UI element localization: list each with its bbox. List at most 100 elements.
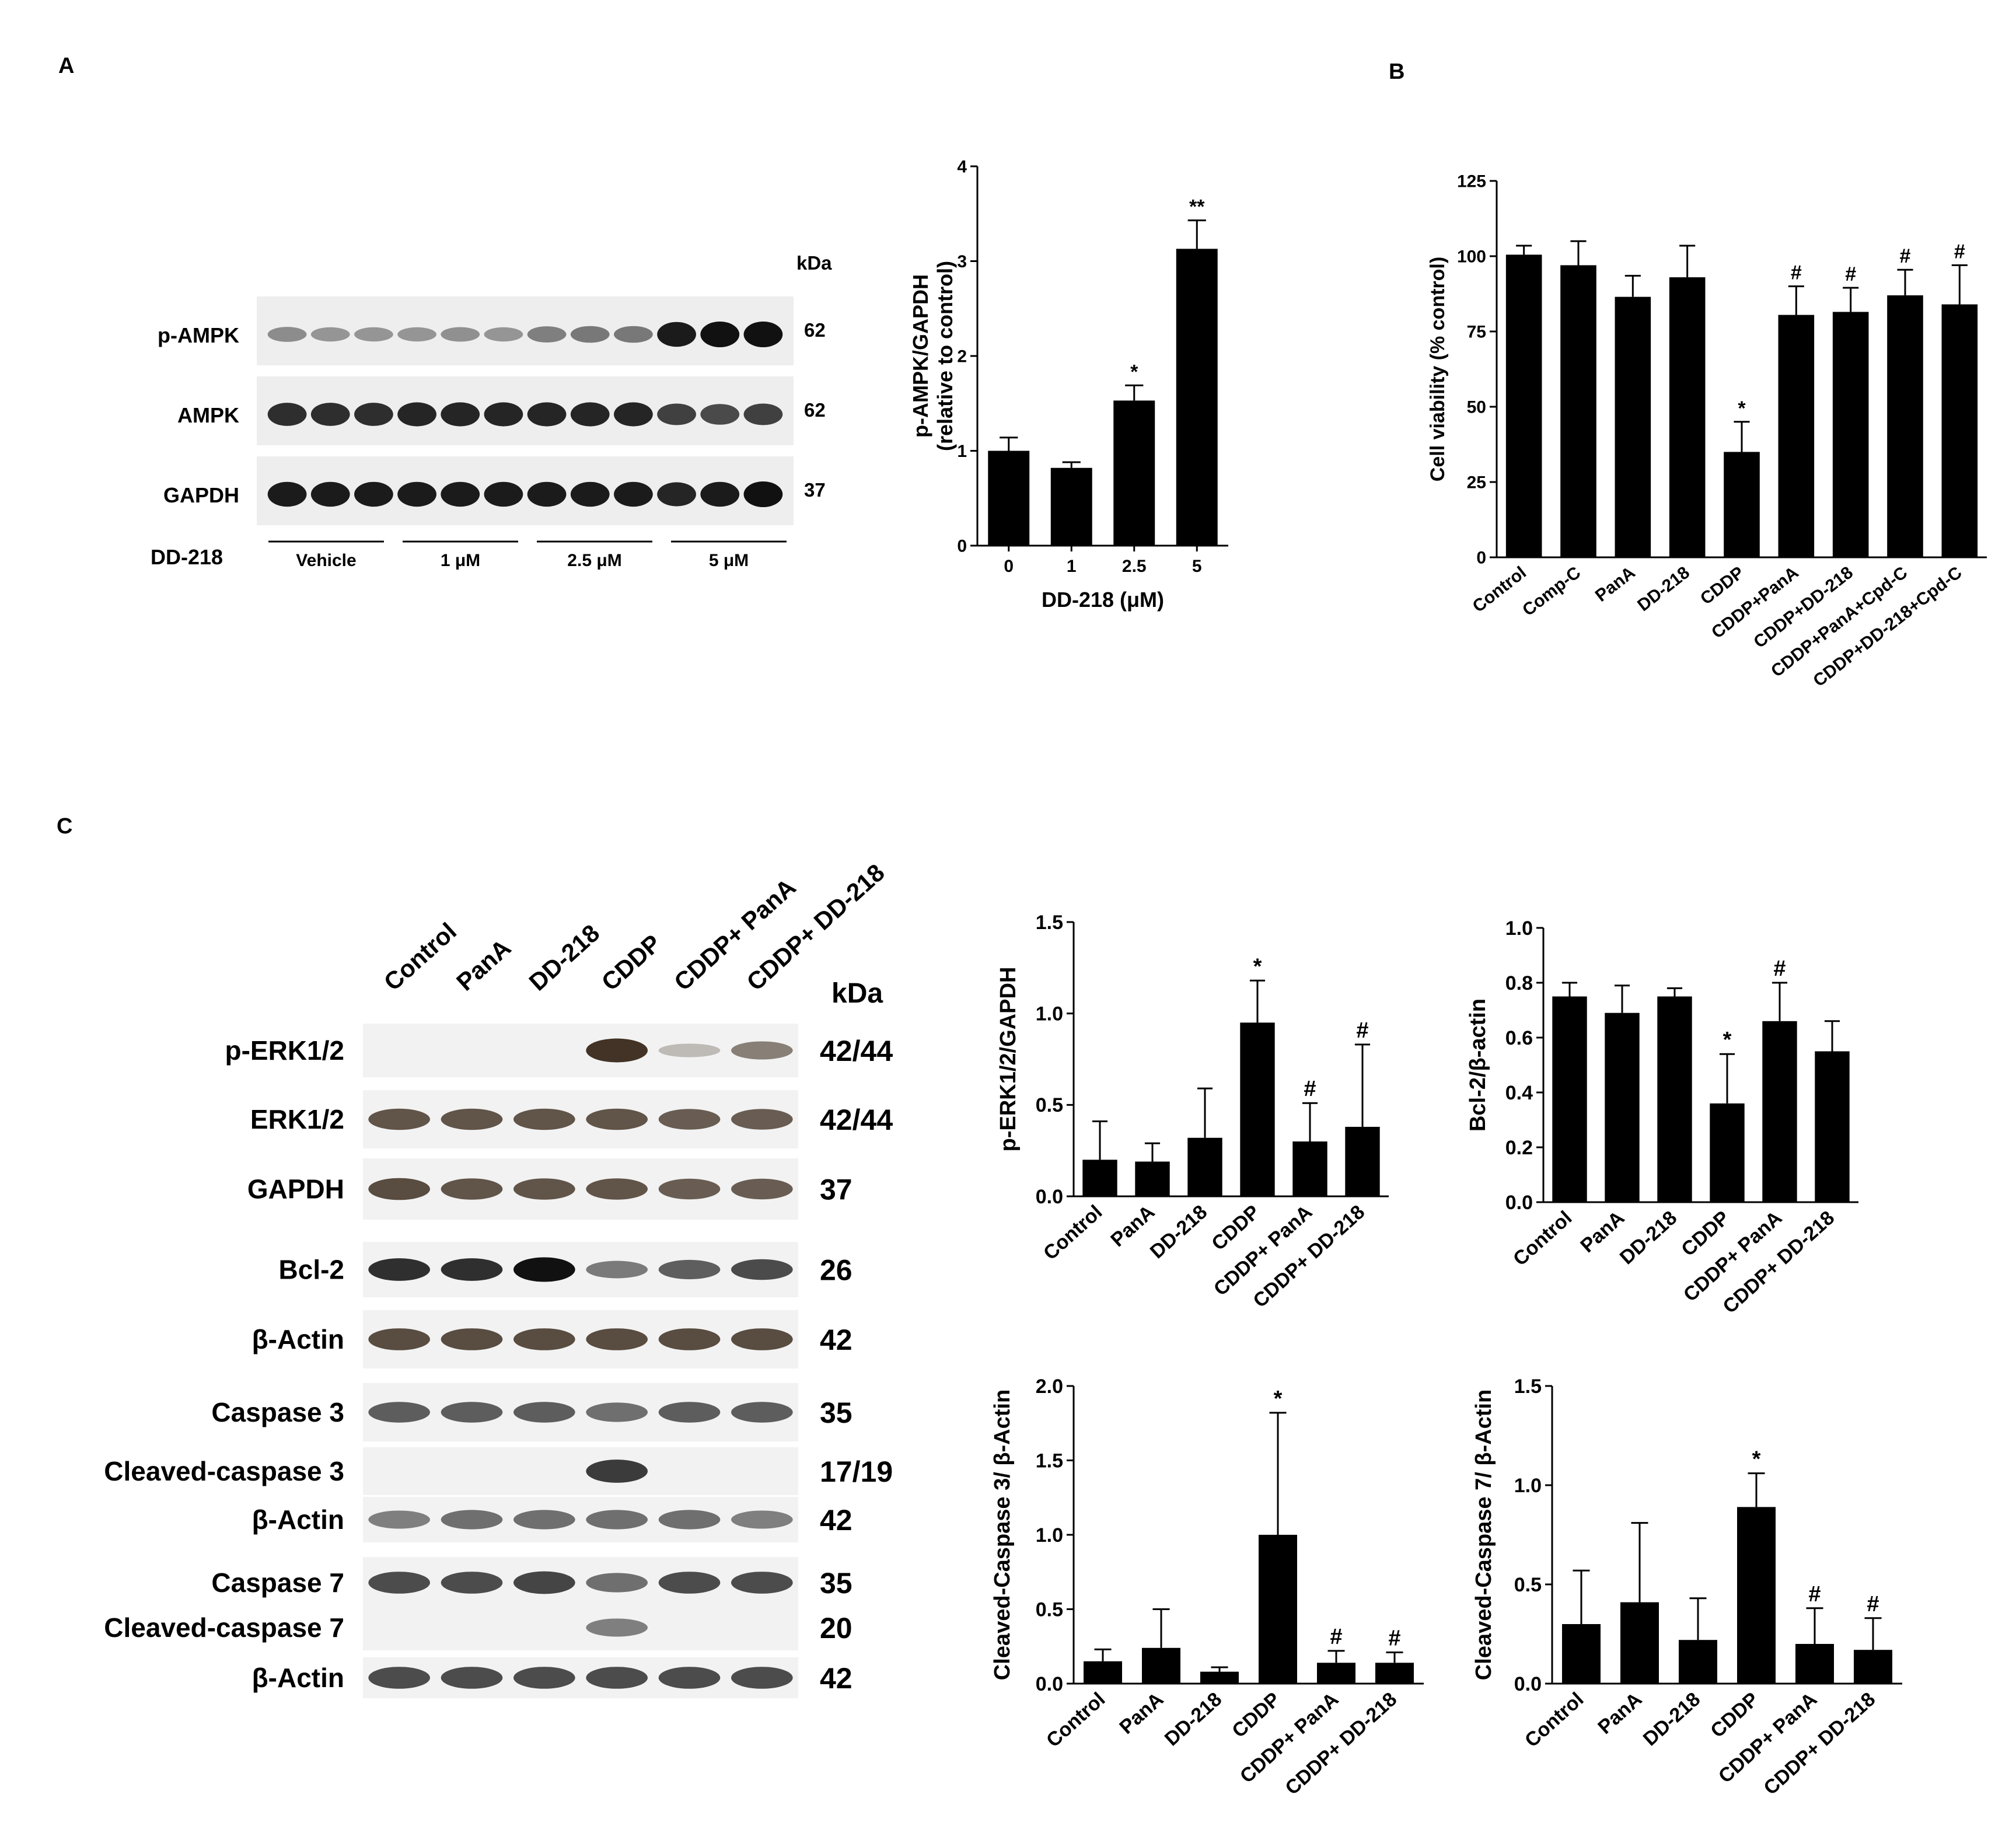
blot-strip [363, 1447, 798, 1495]
blot-band [368, 1258, 431, 1281]
significance-mark: # [1867, 1592, 1879, 1616]
blot-band [658, 1667, 721, 1689]
blot-band [731, 1328, 793, 1350]
blot-panel-a: kDa p-AMPK 62 AMPK 62 GAPDH 37 DD-218 Vehicle 1 μ… [151, 252, 832, 570]
blot-band [658, 1259, 721, 1280]
bar-cddp-pana [1778, 315, 1815, 557]
y-axis-label: Cleaved-Caspase 7/ β-Actin [1472, 1389, 1496, 1680]
blot-band [586, 1108, 648, 1130]
x-tick-label: Control [1039, 1201, 1106, 1265]
bar-cddp-dd-218 [1815, 1051, 1850, 1202]
blot-row-label: p-ERK1/2 [225, 1035, 344, 1066]
significance-mark: # [1791, 262, 1802, 284]
blot-band [570, 326, 610, 343]
blot-band [731, 1572, 793, 1594]
blot-band [731, 1402, 793, 1423]
blot-band [368, 1510, 431, 1529]
blot-band [700, 322, 740, 347]
blot-band [441, 481, 480, 507]
blot-band [586, 1667, 648, 1689]
blot-band [513, 1108, 575, 1130]
y-tick-label: 25 [1467, 473, 1486, 493]
blot-band [586, 1510, 648, 1530]
blot-band [731, 1178, 793, 1200]
blot-band [513, 1510, 575, 1530]
x-tick-label: DD-218 [1616, 1207, 1682, 1269]
blot-band [743, 481, 783, 507]
x-tick-label: 0 [1004, 557, 1014, 576]
bar-cddp-pana [1795, 1644, 1834, 1684]
blot-band [513, 1178, 575, 1200]
blot-band [658, 1572, 721, 1594]
y-tick-label: 0 [1476, 549, 1486, 568]
blot-row-label: p-AMPK [158, 323, 239, 347]
y-axis-label: Bcl-2/β-actin [1466, 998, 1490, 1132]
y-tick-label: 0.0 [1505, 1192, 1533, 1214]
blot-band [441, 1667, 503, 1689]
x-tick-label: 1 [1067, 557, 1077, 576]
y-axis-label: Cell viability (% control) [1427, 257, 1449, 481]
panel-letter-a: A [58, 54, 74, 78]
blot-strip [363, 1497, 798, 1542]
significance-mark: # [1388, 1626, 1400, 1650]
kda-header: kDa [796, 252, 832, 274]
significance-mark: # [1954, 240, 1965, 263]
panel-letter-b: B [1389, 60, 1404, 84]
blot-band [614, 326, 653, 343]
significance-mark: * [1253, 954, 1262, 979]
blot-band [700, 481, 740, 507]
y-tick-label: 0.2 [1505, 1137, 1533, 1159]
blot-strip [363, 1605, 798, 1650]
blot-band [527, 481, 567, 507]
lane-label: CDDP+ DD-218 [741, 858, 889, 996]
blot-band [310, 327, 350, 342]
x-tick-label: DD-218 [1161, 1688, 1227, 1751]
bar-1 [1050, 467, 1092, 546]
lane-label: Control [379, 917, 462, 996]
y-tick-label: 100 [1457, 247, 1486, 267]
bar-cddp-dd-218 [1375, 1663, 1414, 1684]
y-tick-label: 0.8 [1505, 972, 1533, 994]
bar-pana [1615, 296, 1651, 557]
blot-band [368, 1328, 431, 1350]
y-tick-label: 1.5 [1036, 912, 1063, 934]
significance-mark: # [1845, 263, 1856, 285]
blot-strip [363, 1383, 798, 1441]
blot-band [368, 1178, 431, 1200]
y-tick-label: 2 [957, 347, 967, 366]
lane-label: DD-218 [523, 919, 605, 996]
blot-row-label: AMPK [177, 403, 239, 427]
x-tick-label: 5 [1192, 557, 1202, 576]
bar-dd-218 [1679, 1640, 1717, 1684]
y-tick-label: 0.5 [1036, 1094, 1063, 1116]
bar-control [1562, 1624, 1601, 1684]
significance-mark: * [1130, 361, 1138, 383]
blot-band [397, 327, 436, 342]
bar-cddp-pana [1762, 1021, 1797, 1202]
bar-0 [988, 451, 1030, 546]
x-tick-label: DD-218 [1146, 1201, 1212, 1263]
blot-strip [363, 1024, 798, 1077]
blot-band [527, 402, 567, 427]
blot-row-label: GAPDH [163, 483, 239, 507]
blot-band [441, 1178, 503, 1200]
y-tick-label: 1.5 [1036, 1450, 1063, 1472]
blot-band [484, 481, 523, 507]
panel-letter-c: C [57, 814, 72, 839]
blot-row-label: GAPDH [247, 1174, 344, 1204]
y-tick-label: 1 [957, 442, 967, 461]
blot-row-kda: 20 [820, 1612, 852, 1645]
blot-row-label: Cleaved-caspase 3 [104, 1456, 344, 1486]
blot-band [570, 402, 610, 427]
blot-band [527, 326, 567, 343]
blot-band [731, 1667, 793, 1689]
blot-band [441, 1328, 503, 1350]
chart-cc7: 0.0 0.5 1.0 1.5 Cleaved-Caspase 7/ β-Actin Co… [1472, 1375, 1902, 1799]
blot-row-kda: 37 [820, 1174, 852, 1206]
bar-cddp [1240, 1022, 1275, 1196]
x-tick-label: Comp-C [1519, 563, 1584, 620]
blot-band [731, 1510, 793, 1529]
y-tick-label: 1.5 [1514, 1375, 1542, 1398]
bar-5 [1176, 249, 1218, 546]
blot-band [354, 327, 393, 342]
